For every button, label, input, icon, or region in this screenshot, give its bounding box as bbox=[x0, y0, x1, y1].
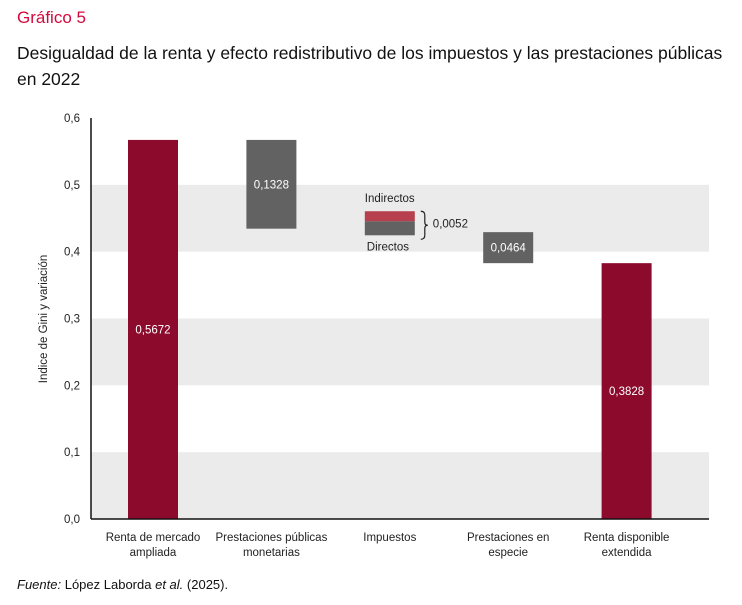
x-category-label: Prestaciones en bbox=[467, 532, 549, 544]
source-prefix: Fuente: bbox=[17, 577, 62, 592]
data-label: 0,0052 bbox=[433, 218, 468, 230]
data-label: 0,0464 bbox=[491, 243, 527, 255]
x-category-label: monetarias bbox=[243, 547, 300, 559]
y-tick-label: 0,5 bbox=[64, 180, 80, 192]
bar-segment-indirectos bbox=[364, 211, 415, 222]
bar bbox=[483, 232, 534, 264]
bars-layer: 0,5672 0,1328 Indirectos Directos 0,0052 0,04… bbox=[128, 139, 652, 519]
x-category-label: ampliada bbox=[130, 547, 177, 559]
x-category-label: Impuestos bbox=[363, 532, 416, 544]
x-category-label: Prestaciones públicas bbox=[215, 532, 327, 544]
source-author: López Laborda bbox=[64, 577, 152, 592]
y-tick-label: 0,6 bbox=[64, 113, 80, 125]
annotation-indirectos: Indirectos bbox=[365, 193, 415, 205]
figure-label: Gráfico 5 bbox=[17, 8, 86, 27]
x-category-label: Renta disponible bbox=[584, 532, 670, 544]
x-category-label: extendida bbox=[602, 547, 652, 559]
source-etal: et al. bbox=[155, 577, 184, 592]
x-category-labels: Renta de mercado ampliada Prestaciones púb… bbox=[106, 532, 670, 559]
data-label: 0,1328 bbox=[254, 179, 289, 191]
chart-title: Desigualdad de la renta y efecto redistr… bbox=[17, 43, 723, 89]
x-category-label: Renta de mercado bbox=[106, 532, 201, 544]
bar bbox=[246, 139, 297, 229]
y-tick-label: 0,4 bbox=[64, 247, 81, 259]
data-label: 0,5672 bbox=[135, 324, 170, 336]
bar-segment-directos bbox=[364, 221, 415, 236]
annotation-directos: Directos bbox=[367, 241, 409, 253]
bar bbox=[128, 139, 178, 519]
source-year: (2025). bbox=[186, 577, 229, 592]
data-label: 0,3828 bbox=[609, 386, 644, 398]
source-note: Fuente: López Laborda et al. (2025). bbox=[17, 577, 228, 592]
bar bbox=[601, 263, 652, 519]
y-tick-label: 0,2 bbox=[64, 380, 80, 392]
y-ticks: 0,0 0,1 0,2 0,3 0,4 0,5 0,6 bbox=[64, 113, 81, 526]
y-tick-label: 0,0 bbox=[64, 514, 80, 526]
brace-icon bbox=[420, 210, 428, 240]
y-tick-label: 0,3 bbox=[64, 314, 80, 326]
x-category-label: especie bbox=[488, 547, 528, 559]
y-axis-label: Indice de Gini y variación bbox=[38, 255, 50, 383]
y-tick-label: 0,1 bbox=[64, 447, 80, 459]
